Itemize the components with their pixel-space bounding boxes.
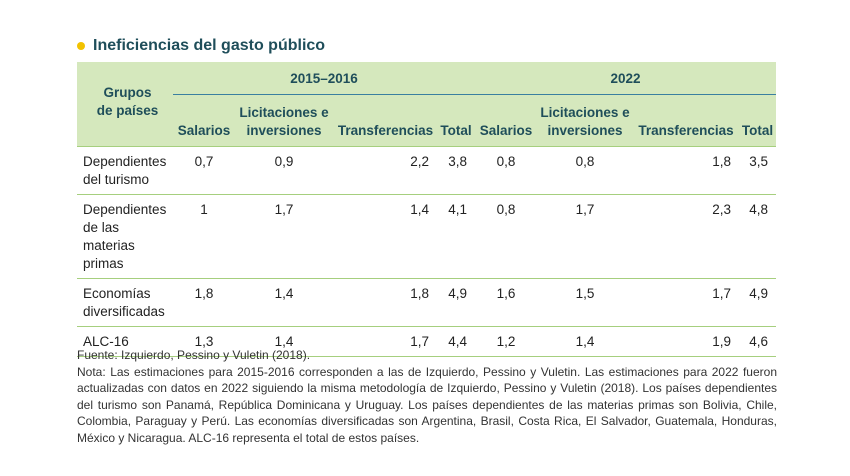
cell-licitaciones: 1,4 [235, 326, 333, 357]
notes: Fuente: Izquierdo, Pessino y Vuletin (20… [77, 347, 777, 446]
period2-header: 2022 [475, 62, 776, 95]
cell-transferencias: 1,4 [333, 194, 437, 279]
cell-licitaciones: 1,5 [537, 278, 633, 327]
cell-total: 4,8 [739, 194, 776, 279]
cell-licitaciones: 1,7 [537, 194, 633, 279]
cell-transferencias: 2,2 [333, 146, 437, 195]
table-row: Economías diversificadas 1,8 1,4 1,8 4,9 1,6 1,… [77, 278, 776, 327]
cell-total: 4,4 [437, 326, 475, 357]
cell-total: 3,5 [739, 146, 776, 195]
cell-salarios: 1,3 [173, 326, 235, 357]
cell-licitaciones: 0,9 [235, 146, 333, 195]
col-total-p2: Total [739, 94, 776, 147]
col-total-p1: Total [437, 94, 475, 147]
cell-salarios: 1,8 [173, 278, 235, 327]
col-transferencias-p2: Transferencias [633, 94, 739, 147]
page-title: Ineficiencias del gasto público [93, 37, 326, 54]
row-label: Economías diversificadas [77, 278, 173, 327]
cell-salarios: 0,8 [475, 146, 537, 195]
row-label: Dependientes de las materias primas [77, 194, 173, 279]
cell-transferencias: 1,9 [633, 326, 739, 357]
cell-salarios: 1,6 [475, 278, 537, 327]
cell-total: 4,9 [739, 278, 776, 327]
row-label: ALC-16 [77, 326, 173, 357]
col-licitaciones-p1: Licitaciones e inversiones [235, 94, 333, 147]
cell-transferencias: 1,8 [633, 146, 739, 195]
cell-transferencias: 1,7 [633, 278, 739, 327]
cell-salarios: 0,7 [173, 146, 235, 195]
table-row: ALC-16 1,3 1,4 1,7 4,4 1,2 1,4 1,9 4,6 [77, 326, 776, 357]
period1-header: 2015–2016 [173, 62, 475, 95]
cell-salarios: 0,8 [475, 194, 537, 279]
cell-transferencias: 2,3 [633, 194, 739, 279]
cell-licitaciones: 1,4 [537, 326, 633, 357]
col-salarios-p1: Salarios [173, 94, 235, 147]
cell-total: 3,8 [437, 146, 475, 195]
data-table: Grupos de países 2015–2016 2022 Salarios … [77, 62, 776, 357]
row-label: Dependientes del turismo [77, 146, 173, 195]
cell-total: 4,1 [437, 194, 475, 279]
cell-transferencias: 1,8 [333, 278, 437, 327]
cell-salarios: 1,2 [475, 326, 537, 357]
col-transferencias-p1: Transferencias [333, 94, 437, 147]
cell-licitaciones: 1,4 [235, 278, 333, 327]
col-salarios-p2: Salarios [475, 94, 537, 147]
cell-licitaciones: 0,8 [537, 146, 633, 195]
title-row: Ineficiencias del gasto público [77, 37, 325, 55]
cell-transferencias: 1,7 [333, 326, 437, 357]
cell-licitaciones: 1,7 [235, 194, 333, 279]
cell-total: 4,9 [437, 278, 475, 327]
source-text: Fuente: Izquierdo, Pessino y Vuletin (20… [77, 348, 311, 362]
cell-total: 4,6 [739, 326, 776, 357]
group-header: Grupos de países [77, 62, 173, 147]
note-text: Nota: Las estimaciones para 2015-2016 co… [77, 364, 777, 445]
bullet-icon [77, 42, 85, 50]
table-row: Dependientes del turismo 0,7 0,9 2,2 3,8 0,8 0,… [77, 146, 776, 195]
col-licitaciones-p2: Licitaciones e inversiones [537, 94, 633, 147]
cell-salarios: 1 [173, 194, 235, 279]
table-row: Dependientes de las materias primas 1 1,7 1,4 4… [77, 194, 776, 279]
